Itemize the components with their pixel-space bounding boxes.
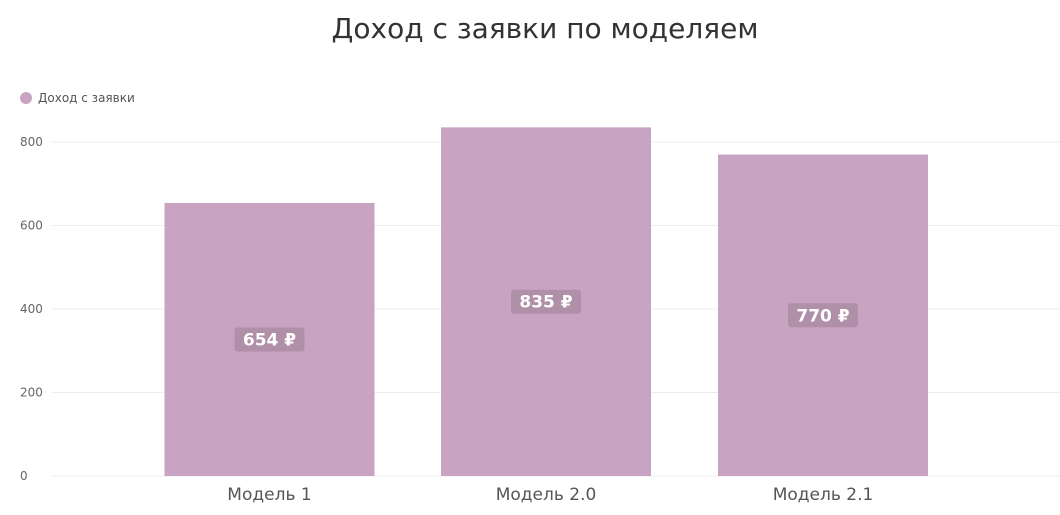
labels: 0 200 400 600 800 654 ₽ Модель 1 835 ₽ Модель 2.… [20,135,873,505]
bar-value-label: 654 ₽ [243,330,296,350]
bar-value-label: 835 ₽ [519,293,572,313]
legend[interactable]: Доход с заявки [20,91,135,105]
y-tick-label: 0 [20,469,28,483]
value-label-background [788,303,858,328]
legend-swatch [20,92,32,104]
value-label-background [234,327,305,352]
bar-value-label: 770 ₽ [796,306,849,326]
legend-label: Доход с заявки [38,91,135,105]
x-category-label: Модель 1 [227,485,311,505]
x-category-label: Модель 2.1 [773,485,874,505]
value-label-background [511,289,581,314]
y-tick-label: 200 [20,386,43,400]
y-tick-label: 600 [20,219,43,233]
y-tick-label: 400 [20,302,43,316]
y-tick-label: 800 [20,135,43,149]
chart-title: Доход с заявки по моделяем [331,12,759,45]
x-category-label: Модель 2.0 [496,485,597,505]
